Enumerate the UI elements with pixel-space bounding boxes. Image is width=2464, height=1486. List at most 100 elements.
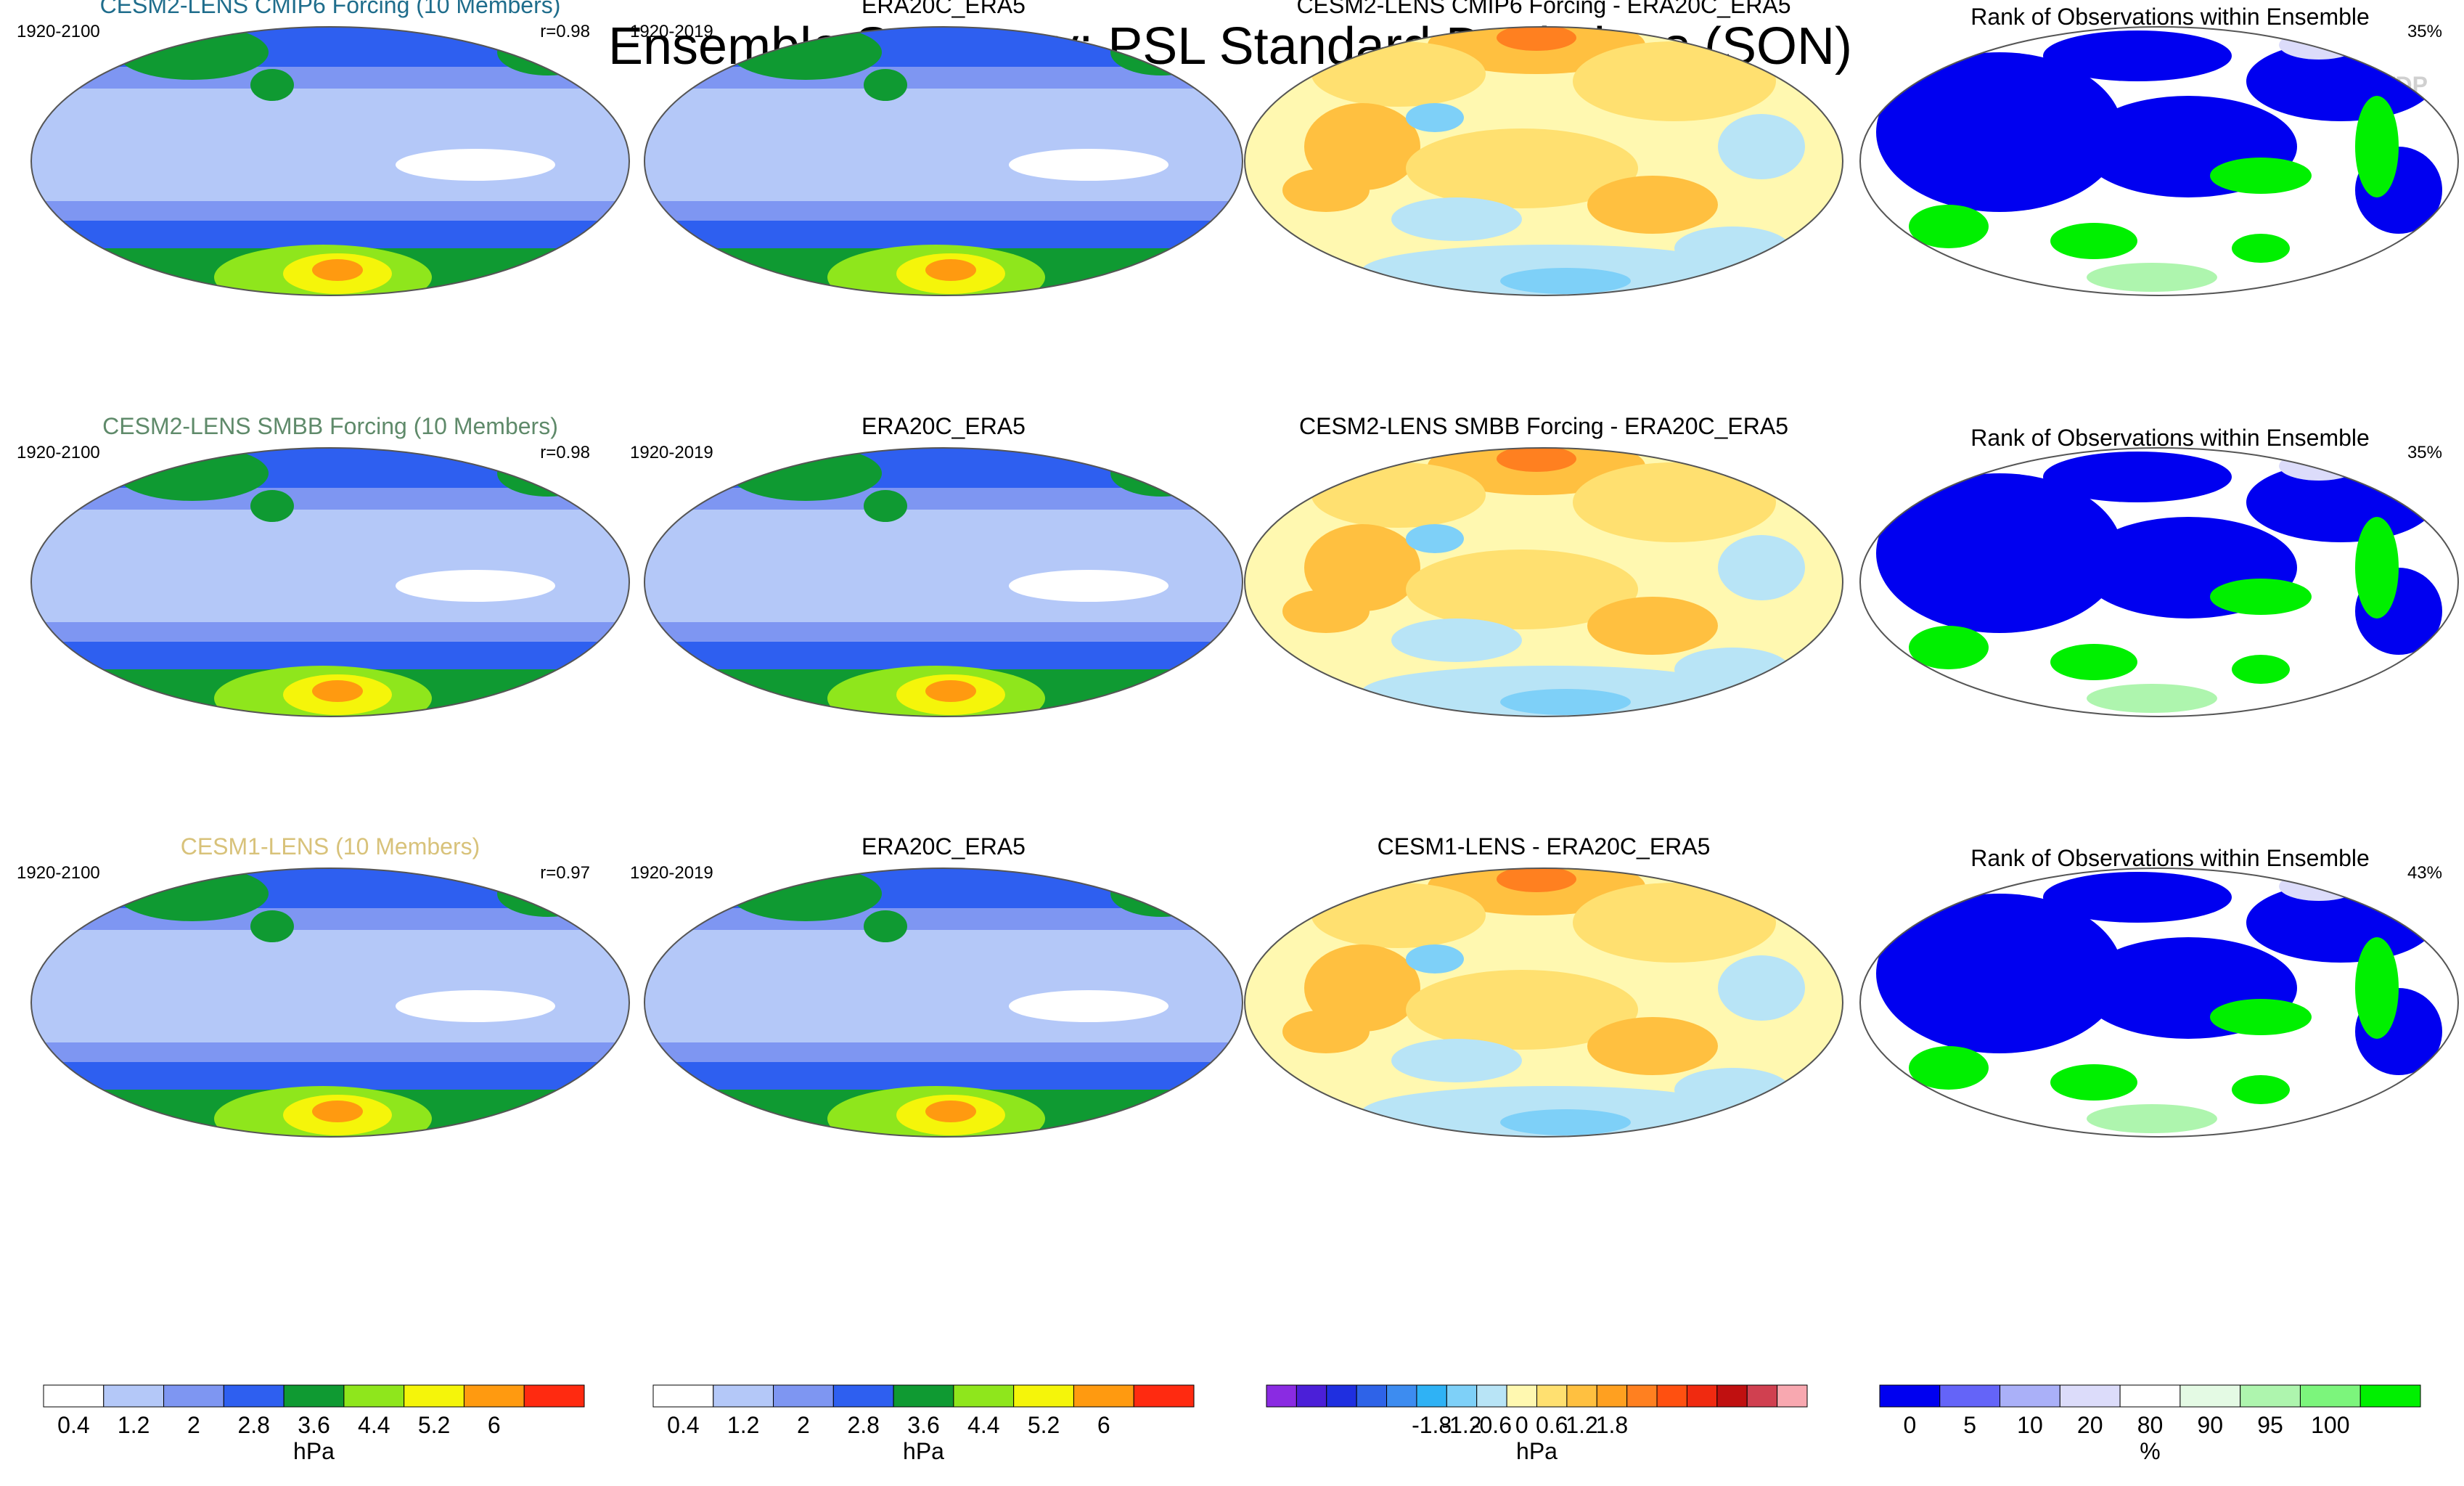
colorbar-swatch — [2359, 1384, 2421, 1408]
colorbar-tick-label: 2 — [187, 1412, 200, 1438]
map-field — [644, 27, 1243, 295]
colorbar-sd-obs: 0.4 1.2 2 2.8 3.6 4.4 5.2 6 hPa — [652, 1384, 1195, 1464]
colorbar-tick-label: 20 — [2077, 1412, 2103, 1438]
map-outline — [1244, 447, 1843, 717]
colorbar-tick-label: 2.8 — [237, 1412, 269, 1438]
colorbar-swatch — [1536, 1384, 1568, 1408]
colorbar-tick-label: 4.4 — [358, 1412, 390, 1438]
colorbar-swatch — [1073, 1384, 1134, 1408]
colorbar-swatch — [404, 1384, 464, 1408]
colorbar-swatch — [1777, 1384, 1808, 1408]
map-panel-rank-row1: Rank of Observations within Ensemble 35% — [1859, 4, 2459, 296]
colorbar-sd-model: 0.4 1.2 2 2.8 3.6 4.4 5.2 6 hPa — [43, 1384, 585, 1464]
panel-title: ERA20C_ERA5 — [861, 0, 1026, 18]
map-field — [1245, 868, 1843, 1137]
panel-title: CESM2-LENS SMBB Forcing (10 Members) — [102, 413, 558, 439]
colorbar-tick-label: 1.2 — [1565, 1412, 1597, 1438]
colorbar-diff: -1.8-1.2-0.6 0 0.61.21.8 hPa — [1266, 1384, 1808, 1464]
colorbar-swatch — [1566, 1384, 1597, 1408]
map-panel-model-row1: CESM2-LENS CMIP6 Forcing (10 Members)192… — [17, 0, 630, 296]
map-outline — [644, 26, 1243, 296]
colorbar-swatch — [1446, 1384, 1478, 1408]
panel-title: ERA20C_ERA5 — [861, 413, 1026, 439]
colorbar-unit: % — [2140, 1438, 2160, 1464]
colorbar-swatch — [953, 1384, 1015, 1408]
map-outline — [1244, 26, 1843, 296]
colorbar-swatch — [773, 1384, 834, 1408]
colorbar-swatch — [1266, 1384, 1297, 1408]
map-field — [644, 448, 1243, 717]
colorbar-swatch — [1326, 1384, 1357, 1408]
map-panel-model-row2: CESM2-LENS SMBB Forcing (10 Members)1920… — [17, 413, 630, 717]
colorbar-tick-label: 1.2 — [118, 1412, 150, 1438]
year-range: 1920-2019 — [630, 443, 713, 462]
map-field — [1860, 27, 2458, 295]
colorbar-swatch — [523, 1384, 585, 1408]
colorbar-swatch — [1506, 1384, 1537, 1408]
year-range: 1920-2100 — [17, 443, 100, 462]
year-range: 1920-2100 — [17, 22, 100, 41]
map-outline — [30, 867, 630, 1138]
map-field — [1245, 27, 1843, 295]
colorbar-swatch — [1416, 1384, 1447, 1408]
colorbar-swatch — [2299, 1384, 2361, 1408]
colorbar-tick-label: -0.6 — [1472, 1412, 1512, 1438]
panel-title: Rank of Observations within Ensemble — [1970, 845, 2370, 871]
colorbar-tick-label: 0.6 — [1536, 1412, 1568, 1438]
colorbar-swatch — [1879, 1384, 1941, 1408]
map-field — [1860, 448, 2458, 717]
colorbar-swatch — [1596, 1384, 1628, 1408]
map-field — [1860, 868, 2458, 1137]
map-panel-model-row3: CESM1-LENS (10 Members) 1920-2100 r=0.97 — [17, 833, 630, 1138]
colorbar-swatch — [1656, 1384, 1687, 1408]
panel-title: CESM1-LENS - ERA20C_ERA5 — [1378, 833, 1711, 860]
colorbar-tick-label: 1.8 — [1596, 1412, 1628, 1438]
colorbar-tick-label: 3.6 — [907, 1412, 939, 1438]
panel-title: Rank of Observations within Ensemble — [1970, 4, 2370, 30]
colorbar-swatch — [2000, 1384, 2060, 1408]
colorbar-swatch — [2119, 1384, 2181, 1408]
panel-title: CESM1-LENS (10 Members) — [181, 833, 480, 860]
map-field — [644, 868, 1243, 1137]
colorbar-swatch — [223, 1384, 285, 1408]
colorbar-tick-label: 5.2 — [1028, 1412, 1060, 1438]
colorbar-swatch — [163, 1384, 224, 1408]
colorbar-tick-label: 5 — [1963, 1412, 1976, 1438]
map-outline — [1859, 447, 2459, 717]
panel-title: CESM2-LENS SMBB Forcing - ERA20C_ERA5 — [1299, 413, 1788, 439]
colorbar-rank: 0 5 10 20 80 90 95 100% — [1879, 1384, 2421, 1464]
colorbar-tick-label: 100 — [2311, 1412, 2349, 1438]
colorbar-tick-label: 1.2 — [727, 1412, 759, 1438]
colorbar-swatch — [283, 1384, 345, 1408]
colorbar-swatch — [1386, 1384, 1417, 1408]
colorbar-swatch — [343, 1384, 405, 1408]
map-panel-rank-row2: Rank of Observations within Ensemble 35% — [1859, 425, 2459, 717]
map-panel-obs-row3: ERA20C_ERA5 1920-2019 — [630, 833, 1243, 1138]
pattern-correlation: r=0.98 — [540, 443, 590, 462]
colorbar-tick-label: 95 — [2257, 1412, 2283, 1438]
colorbar-swatch — [1296, 1384, 1327, 1408]
colorbar-swatch — [1133, 1384, 1195, 1408]
colorbar-unit: hPa — [293, 1438, 335, 1464]
panel-title: CESM2-LENS CMIP6 Forcing (10 Members) — [100, 0, 561, 18]
colorbar-swatch — [1746, 1384, 1778, 1408]
year-range: 1920-2019 — [630, 22, 713, 41]
map-outline — [1859, 26, 2459, 296]
colorbar-unit: hPa — [1516, 1438, 1558, 1464]
colorbar-swatch — [1476, 1384, 1507, 1408]
map-panel-obs-row2: ERA20C_ERA5 1920-2019 — [630, 413, 1243, 717]
year-range: 1920-2100 — [17, 863, 100, 883]
map-field — [31, 27, 629, 295]
colorbar-swatch — [1939, 1384, 2001, 1408]
colorbar-tick-label: 3.6 — [298, 1412, 330, 1438]
colorbar-tick-label: 2 — [797, 1412, 810, 1438]
colorbar-tick-label: 2.8 — [847, 1412, 879, 1438]
colorbar-tick-label: 6 — [488, 1412, 501, 1438]
colorbar-swatch — [1686, 1384, 1718, 1408]
map-field — [31, 448, 629, 717]
map-outline — [30, 26, 630, 296]
map-outline — [1244, 867, 1843, 1138]
colorbar-swatch — [2179, 1384, 2241, 1408]
colorbar-swatch — [2240, 1384, 2301, 1408]
map-field — [1245, 448, 1843, 717]
